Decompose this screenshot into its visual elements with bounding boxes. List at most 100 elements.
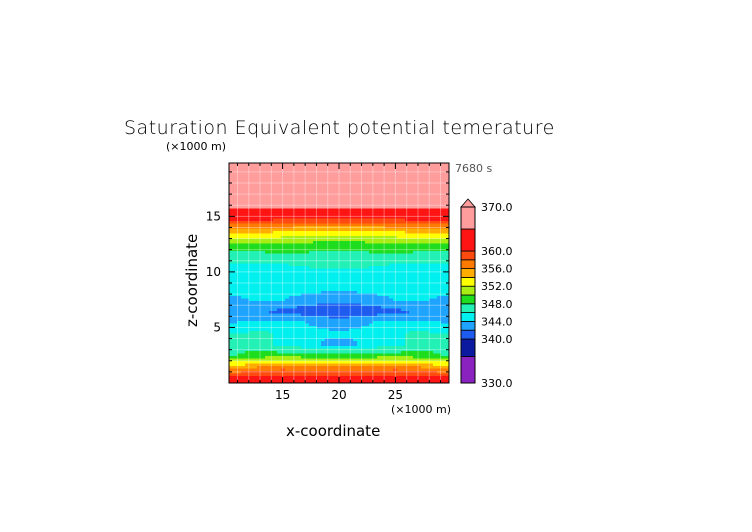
contour-cell [369, 315, 374, 319]
contour-cell [253, 205, 258, 209]
contour-cell [285, 298, 290, 301]
contour-cell [329, 178, 334, 181]
contour-cell [301, 295, 306, 299]
contour-cell [401, 215, 406, 219]
contour-cell [421, 378, 426, 381]
contour-cell [285, 278, 290, 281]
contour-cell [441, 313, 446, 316]
contour-cell [285, 183, 290, 186]
contour-cell [289, 363, 294, 366]
contour-cell [381, 310, 386, 314]
contour-cell [273, 190, 278, 194]
contour-cell [445, 175, 450, 179]
contour-cell [293, 315, 298, 319]
contour-cell [305, 233, 310, 236]
contour-cell [313, 270, 318, 274]
contour-cell [417, 258, 422, 261]
contour-cell [345, 330, 350, 334]
contour-cell [445, 363, 450, 366]
contour-cell [253, 305, 258, 309]
contour-cell [441, 220, 446, 224]
contour-cell [377, 228, 382, 231]
contour-cell [389, 243, 394, 246]
contour-cell [333, 255, 338, 259]
contour-cell [245, 293, 250, 296]
contour-cell [261, 360, 266, 364]
contour-cell [405, 320, 410, 324]
contour-cell [333, 353, 338, 356]
contour-cell [393, 283, 398, 286]
contour-cell [233, 240, 238, 244]
contour-cell [253, 378, 258, 381]
contour-cell [369, 208, 374, 211]
contour-cell [233, 245, 238, 249]
contour-cell [353, 200, 358, 204]
contour-cell [445, 215, 450, 219]
contour-cell [365, 170, 370, 174]
contour-cell [405, 168, 410, 171]
contour-cell [241, 213, 246, 216]
contour-cell [421, 205, 426, 209]
contour-cell [229, 365, 234, 369]
contour-cell [233, 295, 238, 299]
contour-cell [409, 223, 414, 226]
contour-cell [317, 218, 322, 221]
contour-cell [413, 248, 418, 251]
contour-cell [273, 205, 278, 209]
contour-cell [249, 238, 254, 241]
contour-cell [261, 370, 266, 374]
contour-cell [381, 168, 386, 171]
contour-cell [233, 313, 238, 316]
contour-cell [265, 288, 270, 291]
contour-cell [253, 380, 258, 384]
contour-cell [381, 355, 386, 359]
contour-cell [305, 173, 310, 176]
contour-cell [237, 380, 242, 384]
contour-cell [349, 203, 354, 206]
contour-cell [277, 363, 282, 366]
contour-cell [257, 185, 262, 189]
contour-cell [369, 353, 374, 356]
contour-cell [445, 195, 450, 199]
contour-cell [305, 223, 310, 226]
contour-cell [349, 208, 354, 211]
contour-cell [325, 255, 330, 259]
contour-cell [437, 333, 442, 336]
contour-cell [317, 175, 322, 179]
contour-cell [405, 198, 410, 201]
contour-cell [397, 320, 402, 324]
contour-cell [249, 208, 254, 211]
contour-cell [249, 360, 254, 364]
contour-cell [341, 340, 346, 344]
contour-cell [329, 168, 334, 171]
contour-cell [409, 353, 414, 356]
contour-cell [381, 183, 386, 186]
contour-cell [233, 198, 238, 201]
contour-cell [341, 248, 346, 251]
contour-cell [361, 355, 366, 359]
contour-cell [301, 228, 306, 231]
contour-cell [425, 218, 430, 221]
contour-cell [257, 285, 262, 289]
contour-cell [345, 333, 350, 336]
contour-cell [421, 333, 426, 336]
contour-cell [249, 273, 254, 276]
contour-cell [309, 230, 314, 234]
contour-cell [329, 285, 334, 289]
contour-cell [357, 338, 362, 341]
contour-cell [301, 353, 306, 356]
contour-cell [289, 203, 294, 206]
contour-cell [297, 313, 302, 316]
contour-cell [313, 263, 318, 266]
contour-cell [249, 210, 254, 214]
contour-cell [257, 343, 262, 346]
contour-cell [229, 265, 234, 269]
contour-cell [433, 298, 438, 301]
contour-cell [305, 368, 310, 371]
contour-cell [337, 205, 342, 209]
contour-cell [429, 245, 434, 249]
contour-cell [377, 323, 382, 326]
contour-cell [301, 213, 306, 216]
contour-cell [353, 230, 358, 234]
contour-cell [401, 203, 406, 206]
